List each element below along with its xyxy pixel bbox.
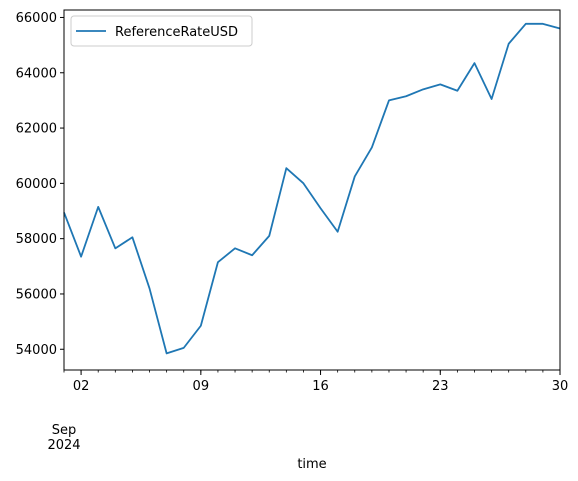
legend-label: ReferenceRateUSD	[115, 25, 238, 40]
y-tick-label: 58000	[16, 232, 57, 247]
legend: ReferenceRateUSD	[70, 15, 253, 47]
y-tick-label: 64000	[16, 66, 57, 81]
x-tick-label: 09	[193, 379, 210, 394]
y-tick-label: 54000	[16, 343, 57, 358]
x-axis-month-label: Sep	[52, 423, 77, 438]
x-tick-label: 23	[432, 379, 449, 394]
series-layer	[63, 22, 561, 355]
y-tick-label: 60000	[16, 177, 57, 192]
x-axis: 02 09 16 23 30	[73, 370, 568, 394]
series-line-0	[63, 22, 561, 355]
legend-box	[70, 15, 253, 47]
plot-frame	[63, 9, 561, 371]
x-axis-minor-ticks	[63, 370, 561, 373]
x-tick-label: 02	[73, 379, 90, 394]
x-tick-label: 30	[552, 379, 569, 394]
x-axis-year-label: 2024	[47, 438, 80, 453]
y-axis: 54000 56000 58000 60000 62000 64000 66000	[16, 11, 64, 358]
x-axis-title: time	[297, 457, 326, 472]
x-tick-label: 16	[312, 379, 329, 394]
y-tick-label: 56000	[16, 287, 57, 302]
y-tick-label: 62000	[16, 122, 57, 137]
y-tick-label: 66000	[16, 11, 57, 26]
